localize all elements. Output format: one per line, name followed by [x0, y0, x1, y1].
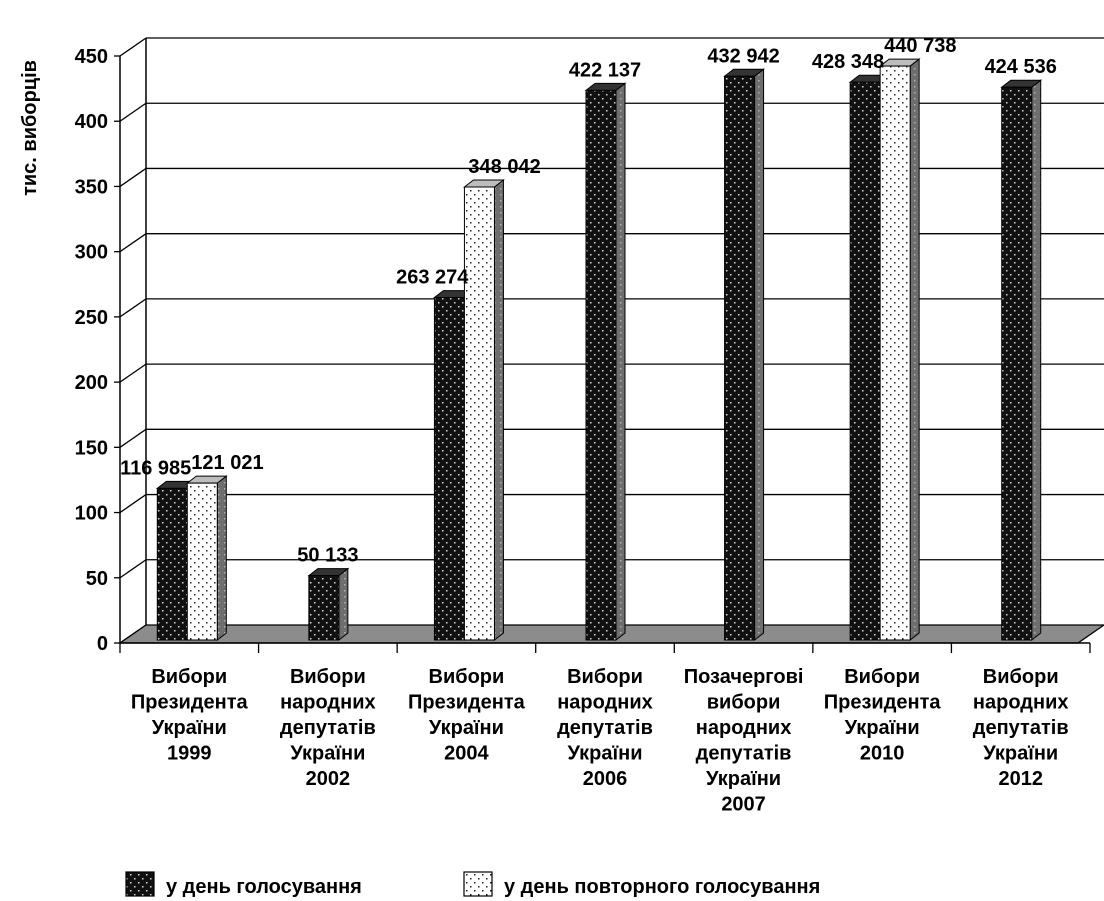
grid-connector	[119, 298, 147, 318]
x-tick-label-line: 2004	[444, 743, 489, 765]
data-label: 440 738	[884, 35, 956, 57]
bar	[724, 75, 756, 641]
data-label: 121 021	[191, 452, 263, 474]
x-tick-label-line: України	[983, 743, 1058, 765]
x-tick-label-line: Вибори	[151, 666, 227, 688]
x-tick-label: Вибори Президента України 1999	[131, 666, 249, 765]
x-tick-label-line: 2010	[860, 743, 905, 765]
x-tick-label-line: України	[706, 768, 781, 790]
bar	[463, 186, 495, 641]
x-tick-label: Вибори Президента України 2004	[408, 666, 526, 765]
x-tick-label-line: народних	[280, 692, 376, 714]
grid-connector	[119, 363, 147, 383]
grid-connector	[119, 102, 147, 122]
bar	[879, 65, 911, 641]
bars	[155, 58, 1043, 642]
grid-connector	[119, 167, 147, 187]
x-tick-label-line: України	[429, 717, 504, 739]
x-tick-label: Позачергові вибори народних депутатів Україн…	[684, 666, 804, 816]
x-tick-label-line: України	[152, 717, 227, 739]
x-tick-label-line: народних	[973, 692, 1069, 714]
legend: у день голосування у день повторного голо…	[125, 871, 820, 898]
y-tick-label: 50	[86, 568, 108, 590]
x-tick-label-line: Вибори	[983, 666, 1059, 688]
x-tick-label-line: вибори	[707, 692, 781, 714]
bar	[585, 89, 617, 641]
y-axis-label: тис. виборців	[19, 60, 41, 196]
bar	[308, 575, 340, 641]
y-tick-label: 250	[75, 307, 108, 329]
x-tick-label-line: 1999	[167, 743, 212, 765]
grid-connector	[119, 233, 147, 253]
legend-swatch	[125, 871, 155, 897]
legend-swatch	[463, 871, 493, 897]
data-label: 428 348	[812, 51, 884, 73]
bar	[1001, 86, 1033, 641]
x-tick-label: Вибори народних депутатів України 2012	[973, 666, 1069, 790]
y-tick-label: 200	[75, 372, 108, 394]
bar-side	[754, 68, 765, 642]
y-tick-label: 400	[75, 111, 108, 133]
x-tick-label-line: Президента	[131, 692, 249, 714]
y-tick-label: 100	[75, 503, 108, 525]
x-tick-label: Вибори Президента України 2010	[824, 666, 942, 765]
bar	[156, 487, 188, 641]
x-tick-label-line: Вибори	[429, 666, 505, 688]
data-label: 422 137	[569, 59, 641, 81]
x-tick-label: Вибори народних депутатів України 2006	[557, 666, 653, 790]
x-tick-label-line: Президента	[408, 692, 526, 714]
x-tick-label: Вибори народних депутатів України 2002	[280, 666, 376, 790]
x-tick-label-line: 2012	[998, 768, 1043, 790]
grid-connector	[119, 428, 147, 448]
x-tick-label-line: Вибори	[567, 666, 643, 688]
legend-label: у день голосування	[166, 876, 362, 898]
data-label: 348 042	[468, 156, 540, 178]
legend-label: у день повторного голосування	[504, 876, 820, 898]
x-tick-label-line: 2002	[306, 768, 351, 790]
x-tick-label-line: депутатів	[557, 717, 653, 739]
x-tick-label-line: депутатів	[280, 717, 376, 739]
x-tick-label-line: Вибори	[844, 666, 920, 688]
data-label: 263 274	[396, 267, 469, 289]
y-tick-label: 150	[75, 437, 108, 459]
data-label: 116 985	[120, 457, 191, 479]
x-tick-label-line: України	[290, 743, 365, 765]
x-tick-label-line: Позачергові	[684, 666, 804, 688]
y-tick-label: 300	[75, 242, 108, 264]
grid-connector	[119, 494, 147, 514]
bar	[433, 297, 465, 641]
grid-connector	[119, 37, 147, 57]
x-tick-label-line: України	[845, 717, 920, 739]
bar-side	[1031, 79, 1042, 642]
x-tick-label-line: депутатів	[973, 717, 1069, 739]
x-tick-label-line: депутатів	[696, 743, 792, 765]
data-label: 424 536	[985, 56, 1057, 78]
bar-side	[338, 567, 349, 642]
bar-side	[216, 475, 227, 642]
y-tick-label: 0	[97, 633, 108, 655]
bar-side	[909, 58, 920, 642]
data-label: 50 133	[297, 545, 358, 567]
x-tick-label-line: 2006	[583, 768, 628, 790]
data-label: 432 942	[707, 45, 779, 67]
data-labels: 116 985 121 021 50 133 263 274 348 042 422 13…	[120, 35, 1057, 567]
bar-side	[615, 82, 626, 642]
x-tick-label-line: України	[567, 743, 642, 765]
y-tick-label: 350	[75, 176, 108, 198]
bar	[849, 81, 881, 641]
axes: 0 50 100 150 200 250 300 350 400 450 Вибори Президе…	[75, 46, 1091, 816]
x-tick-label-line: Президента	[824, 692, 942, 714]
x-tick-label-line: 2007	[721, 794, 766, 816]
grid-connector	[119, 559, 147, 579]
x-tick-label-line: народних	[696, 717, 792, 739]
x-tick-label-line: Вибори	[290, 666, 366, 688]
bar-side	[493, 178, 504, 642]
y-tick-label: 450	[75, 46, 108, 68]
bar	[186, 482, 218, 641]
x-tick-label-line: народних	[557, 692, 653, 714]
